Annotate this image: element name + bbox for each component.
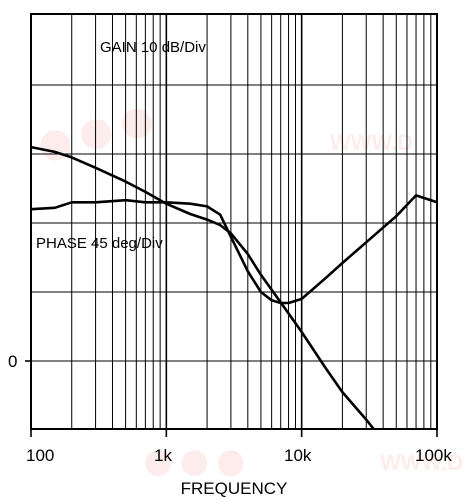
x-tick-label-10k: 10k (284, 446, 312, 465)
series-line-phase (31, 194, 437, 305)
phase-annotation: PHASE 45 deg/Div (36, 235, 163, 252)
series-line-gain (31, 145, 376, 429)
svg-text:WWW.D: WWW.D (330, 130, 413, 155)
x-tick-label-1k: 1k (154, 446, 172, 465)
gain-annotation: GAIN 10 dB/Div (100, 39, 206, 56)
x-tick-label-100k: 100k (415, 446, 452, 465)
y-zero-label: 0 (8, 352, 17, 371)
svg-text:●●●: ●●● (140, 426, 249, 493)
x-axis-label: FREQUENCY (181, 479, 288, 498)
plot-grid (25, 14, 438, 437)
svg-text:WWW.D: WWW.D (380, 450, 463, 475)
plot-frame (30, 13, 438, 430)
series-layer (31, 145, 437, 429)
x-tick-label-100: 100 (26, 446, 54, 465)
